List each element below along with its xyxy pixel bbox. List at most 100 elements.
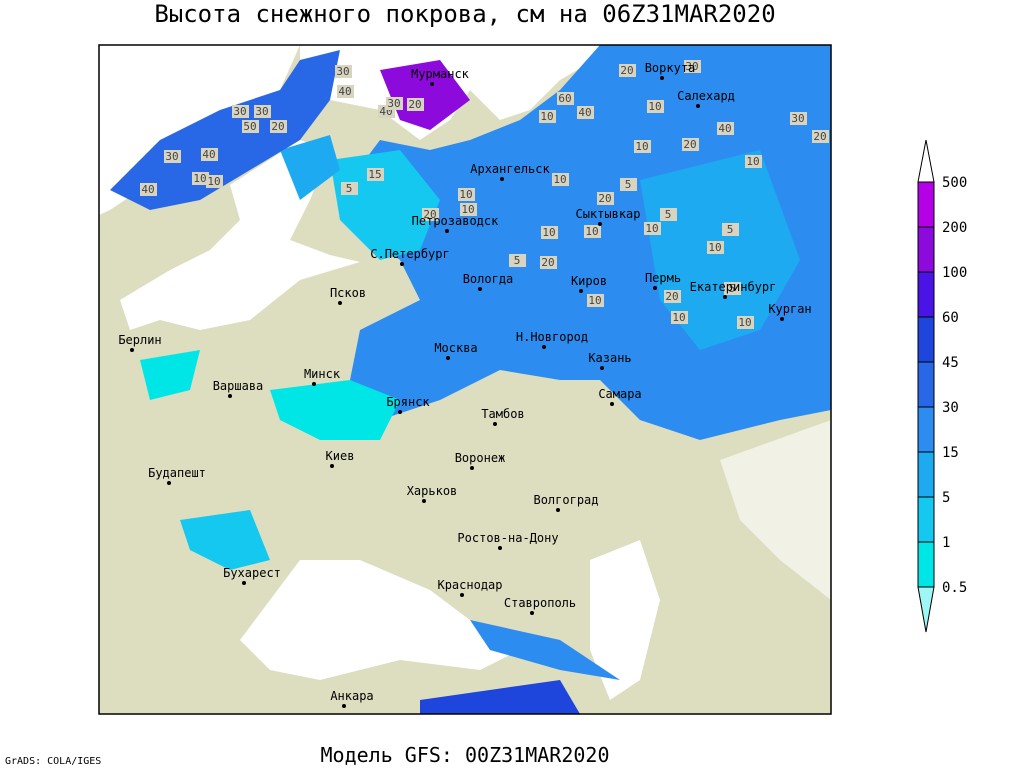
contour-label-bg — [232, 105, 249, 118]
contour-label-bg — [597, 192, 614, 205]
contour-label-bg — [634, 140, 651, 153]
contour-label: 30 — [336, 65, 349, 78]
contour-label: 10 — [746, 155, 759, 168]
contour-label-bg — [242, 120, 259, 133]
contour-label: 20 — [665, 290, 678, 303]
city-label: Екатеринбург — [690, 280, 777, 294]
contour-label: 40 — [578, 106, 591, 119]
city-dot — [478, 287, 482, 291]
contour-label: 20 — [271, 120, 284, 133]
contour-label-bg — [722, 223, 739, 236]
contour-label: 10 — [588, 294, 601, 307]
city-dot — [342, 704, 346, 708]
contour-label: 20 — [683, 138, 696, 151]
contour-label: 10 — [193, 172, 206, 185]
legend-label: 500 — [942, 175, 967, 191]
city-label: Ставрополь — [504, 596, 576, 610]
contour-label: 10 — [648, 100, 661, 113]
city-label: Бухарест — [223, 566, 281, 580]
contour-label-bg — [254, 105, 271, 118]
city-dot — [598, 222, 602, 226]
city-dot — [579, 289, 583, 293]
city-label: Курган — [768, 302, 811, 316]
city-dot — [660, 76, 664, 80]
snow-area — [270, 380, 400, 440]
contour-label: 5 — [625, 178, 632, 191]
contour-label: 30 — [255, 105, 268, 118]
cities: Мурманск Воркута Салехард Архангельск Петроз… — [118, 61, 812, 708]
snow-area — [380, 60, 470, 130]
legend-label: 60 — [942, 310, 959, 326]
contour-label-bg — [724, 282, 741, 295]
contour-label: 10 — [459, 188, 472, 201]
snow-area — [110, 50, 340, 210]
contour-label-bg — [541, 226, 558, 239]
legend-label: 30 — [942, 400, 959, 416]
snow-area — [280, 135, 340, 200]
legend-swatch — [917, 586, 935, 633]
contour-label: 20 — [408, 98, 421, 111]
contour-label: 10 — [738, 316, 751, 329]
contour-label: 40 — [202, 148, 215, 161]
contour-label: 5 — [346, 182, 353, 195]
city-dot — [610, 402, 614, 406]
contour-label: 50 — [243, 120, 256, 133]
contour-label: 30 — [685, 60, 698, 73]
contour-label: 15 — [368, 168, 381, 181]
contour-label-bg — [192, 172, 209, 185]
contour-label-bg — [620, 178, 637, 191]
contour-label: 30 — [791, 112, 804, 125]
city-dot — [330, 464, 334, 468]
snow-area — [420, 680, 580, 714]
city-dot — [445, 229, 449, 233]
city-label: Киров — [571, 274, 607, 288]
city-dot — [470, 466, 474, 470]
contour-label: 40 — [338, 85, 351, 98]
contour-label: 40 — [141, 183, 154, 196]
city-label: Вологда — [463, 272, 514, 286]
city-label: Архангельск — [470, 162, 550, 176]
contour-label-bg — [584, 225, 601, 238]
legend-swatch — [917, 541, 935, 588]
contour-label: 10 — [645, 222, 658, 235]
contour-label-bg — [682, 138, 699, 151]
contour-label: 10 — [635, 140, 648, 153]
city-label: Казань — [588, 351, 631, 365]
city-dot — [167, 481, 171, 485]
contour-label: 20 — [598, 192, 611, 205]
title: Высота снежного покрова, см на 06Z31MAR2… — [154, 0, 775, 28]
sea — [720, 420, 831, 600]
city-label: С.Петербург — [370, 247, 449, 261]
legend-label: 0.5 — [942, 580, 967, 596]
contour-label-bg — [619, 64, 636, 77]
city-dot — [398, 410, 402, 414]
legend-label: 15 — [942, 445, 959, 461]
contour-label: 10 — [540, 110, 553, 123]
city-label: Берлин — [118, 333, 161, 347]
contour-label-bg — [201, 148, 218, 161]
legend-swatch — [917, 316, 935, 363]
snow-area — [330, 150, 440, 260]
contour-label: 5 — [665, 208, 672, 221]
contour-label-bg — [557, 92, 574, 105]
snow-area — [180, 510, 270, 570]
city-label: Волгоград — [533, 493, 598, 507]
city-dot — [493, 422, 497, 426]
city-dot — [130, 348, 134, 352]
city-dot — [460, 593, 464, 597]
contour-label-bg — [164, 150, 181, 163]
city-dot — [338, 301, 342, 305]
contour-label-bg — [458, 188, 475, 201]
contour-label-bg — [206, 175, 223, 188]
city-label: Москва — [434, 341, 477, 355]
contour-label-bg — [337, 85, 354, 98]
city-dot — [600, 366, 604, 370]
contour-label-bg — [660, 208, 677, 221]
contour-label: 30 — [233, 105, 246, 118]
city-label: Салехард — [677, 89, 735, 103]
city-dot — [653, 286, 657, 290]
contour-label: 5 — [729, 282, 736, 295]
contour-label-bg — [341, 182, 358, 195]
contour-label-bg — [644, 222, 661, 235]
